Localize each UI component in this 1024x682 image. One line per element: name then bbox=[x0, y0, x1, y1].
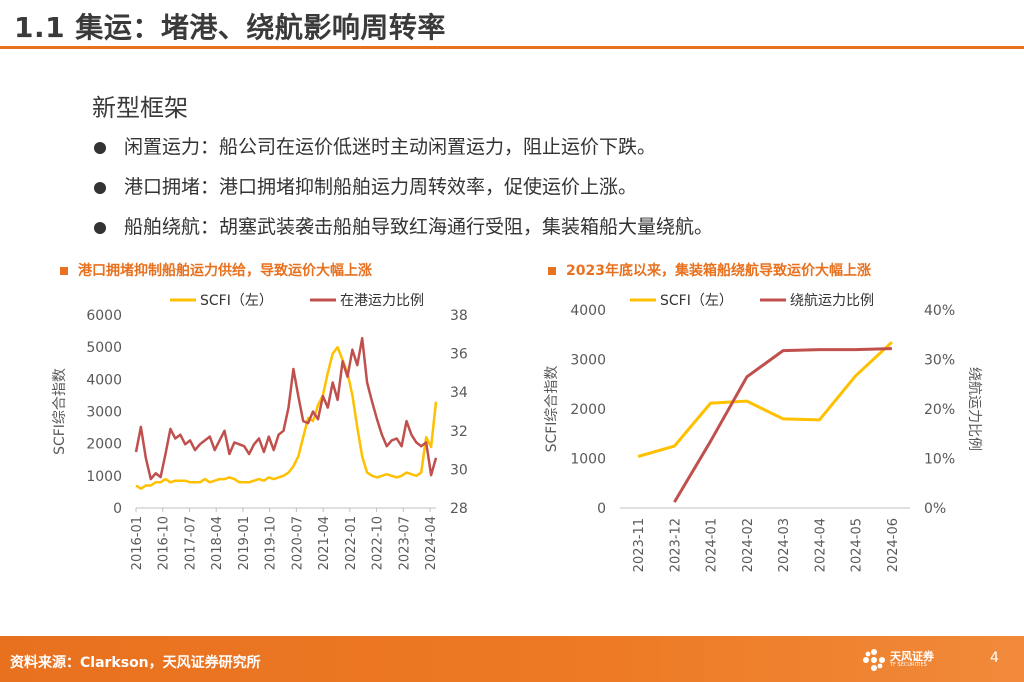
section-subtitle: 新型框架 bbox=[92, 94, 188, 122]
chart2-header: 2023年底以来，集装箱船绕航导致运价大幅上涨 bbox=[548, 260, 871, 280]
x-tick-label: 2023-12 bbox=[668, 518, 683, 572]
x-tick-label: 2023-11 bbox=[632, 518, 647, 572]
x-tick-label: 2020-07 bbox=[290, 516, 305, 570]
y-tick-label: 6000 bbox=[86, 308, 122, 324]
series-line bbox=[134, 336, 438, 481]
y-right-tick-label: 36 bbox=[450, 347, 468, 363]
y-right-tick-label: 10% bbox=[924, 452, 955, 468]
x-tick-label: 2024-04 bbox=[424, 516, 439, 570]
bullet-text: 闲置运力：船公司在运价低迷时主动闲置运力，阻止运价下跌。 bbox=[124, 136, 657, 158]
y-right-tick-label: 30 bbox=[450, 462, 468, 478]
y-right-axis-title: 绕航运力比例 bbox=[966, 367, 982, 451]
x-tick-label: 2016-01 bbox=[130, 516, 145, 570]
y-right-tick-label: 32 bbox=[450, 424, 468, 440]
x-tick-label: 2023-07 bbox=[397, 516, 412, 570]
y-tick-label: 1000 bbox=[570, 452, 606, 468]
title-divider bbox=[0, 46, 1024, 49]
y-tick-label: 0 bbox=[113, 501, 122, 517]
y-tick-label: 2000 bbox=[570, 402, 606, 418]
bullet-item: 港口拥堵：港口拥堵抑制船舶运力周转效率，促使运价上涨。 bbox=[92, 172, 713, 212]
y-tick-label: 0 bbox=[597, 501, 606, 517]
y-tick-label: 3000 bbox=[86, 405, 122, 421]
x-tick-label: 2024-06 bbox=[886, 518, 901, 572]
y-axis-title: SCFI综合指数 bbox=[52, 368, 68, 455]
y-right-tick-label: 28 bbox=[450, 501, 468, 517]
bullet-item: 船舶绕航：胡塞武装袭击船舶导致红海通行受阻，集装箱船大量绕航。 bbox=[92, 212, 713, 252]
x-tick-label: 2016-10 bbox=[157, 516, 172, 570]
x-tick-label: 2024-01 bbox=[705, 518, 720, 572]
x-tick-label: 2022-10 bbox=[371, 516, 386, 570]
y-tick-label: 1000 bbox=[86, 469, 122, 485]
legend-label: 在港运力比例 bbox=[340, 293, 424, 309]
y-right-tick-label: 20% bbox=[924, 402, 955, 418]
chart2-svg: SCFI（左） 绕航运力比例 0 1000 2000 3000 4000 0% 10% 20% 30… bbox=[544, 293, 982, 572]
company-logo: 天风证券 TF SECURITIES bbox=[862, 646, 952, 674]
y-axis-title: SCFI综合指数 bbox=[544, 366, 560, 453]
y-tick-label: 3000 bbox=[570, 353, 606, 369]
square-bullet-icon bbox=[60, 267, 68, 275]
page-number: 4 bbox=[990, 650, 999, 666]
series-line bbox=[673, 347, 892, 503]
chart1-svg: SCFI（左） 在港运力比例 0 1000 2000 3000 4000 5000 6000 28… bbox=[52, 293, 468, 570]
x-tick-label: 2022-01 bbox=[344, 516, 359, 570]
bullet-text: 港口拥堵：港口拥堵抑制船舶运力周转效率，促使运价上涨。 bbox=[124, 176, 638, 198]
page-title: 1.1 集运：堵港、绕航影响周转率 bbox=[14, 11, 446, 44]
x-tick-label: 2024-04 bbox=[813, 518, 828, 572]
footer-bar: 资料来源：Clarkson，天风证券研究所 天风证券 TF SECURITIES… bbox=[0, 636, 1024, 682]
y-right-tick-label: 34 bbox=[450, 385, 468, 401]
logo-text-cn: 天风证券 bbox=[890, 650, 934, 663]
y-tick-label: 4000 bbox=[86, 372, 122, 388]
legend-label: 绕航运力比例 bbox=[790, 293, 874, 309]
x-tick-label: 2021-04 bbox=[317, 516, 332, 570]
x-tick-label: 2024-03 bbox=[777, 518, 792, 572]
bullet-list: 闲置运力：船公司在运价低迷时主动闲置运力，阻止运价下跌。 港口拥堵：港口拥堵抑制… bbox=[92, 132, 713, 252]
y-tick-label: 5000 bbox=[86, 340, 122, 356]
y-right-tick-label: 30% bbox=[924, 353, 955, 369]
bullet-dot-icon bbox=[94, 182, 106, 194]
bullet-dot-icon bbox=[94, 222, 106, 234]
chart1-header: 港口拥堵抑制船舶运力供给，导致运价大幅上涨 bbox=[60, 260, 372, 280]
y-tick-label: 2000 bbox=[86, 437, 122, 453]
y-right-tick-label: 38 bbox=[450, 308, 468, 324]
square-bullet-icon bbox=[548, 267, 556, 275]
chart1-header-text: 港口拥堵抑制船舶运力供给，导致运价大幅上涨 bbox=[78, 263, 372, 279]
x-tick-label: 2019-01 bbox=[237, 516, 252, 570]
x-tick-label: 2024-05 bbox=[850, 518, 865, 572]
x-tick-label: 2018-04 bbox=[210, 516, 225, 570]
logo-text-en: TF SECURITIES bbox=[890, 662, 927, 668]
series-line bbox=[135, 345, 438, 490]
x-tick-label: 2024-02 bbox=[741, 518, 756, 572]
x-tick-label: 2019-10 bbox=[264, 516, 279, 570]
flower-logo-icon bbox=[863, 649, 885, 671]
y-right-tick-label: 40% bbox=[924, 303, 955, 319]
x-tick-label: 2017-07 bbox=[183, 516, 198, 570]
y-tick-label: 4000 bbox=[570, 303, 606, 319]
chart2-header-text: 2023年底以来，集装箱船绕航导致运价大幅上涨 bbox=[566, 263, 871, 279]
bullet-item: 闲置运力：船公司在运价低迷时主动闲置运力，阻止运价下跌。 bbox=[92, 132, 713, 172]
y-right-tick-label: 0% bbox=[924, 501, 946, 517]
bullet-text: 船舶绕航：胡塞武装袭击船舶导致红海通行受阻，集装箱船大量绕航。 bbox=[124, 216, 714, 238]
legend-label: SCFI（左） bbox=[200, 293, 273, 309]
legend-label: SCFI（左） bbox=[660, 293, 733, 309]
bullet-dot-icon bbox=[94, 142, 106, 154]
series-line bbox=[637, 341, 893, 458]
source-note: 资料来源：Clarkson，天风证券研究所 bbox=[10, 655, 261, 671]
